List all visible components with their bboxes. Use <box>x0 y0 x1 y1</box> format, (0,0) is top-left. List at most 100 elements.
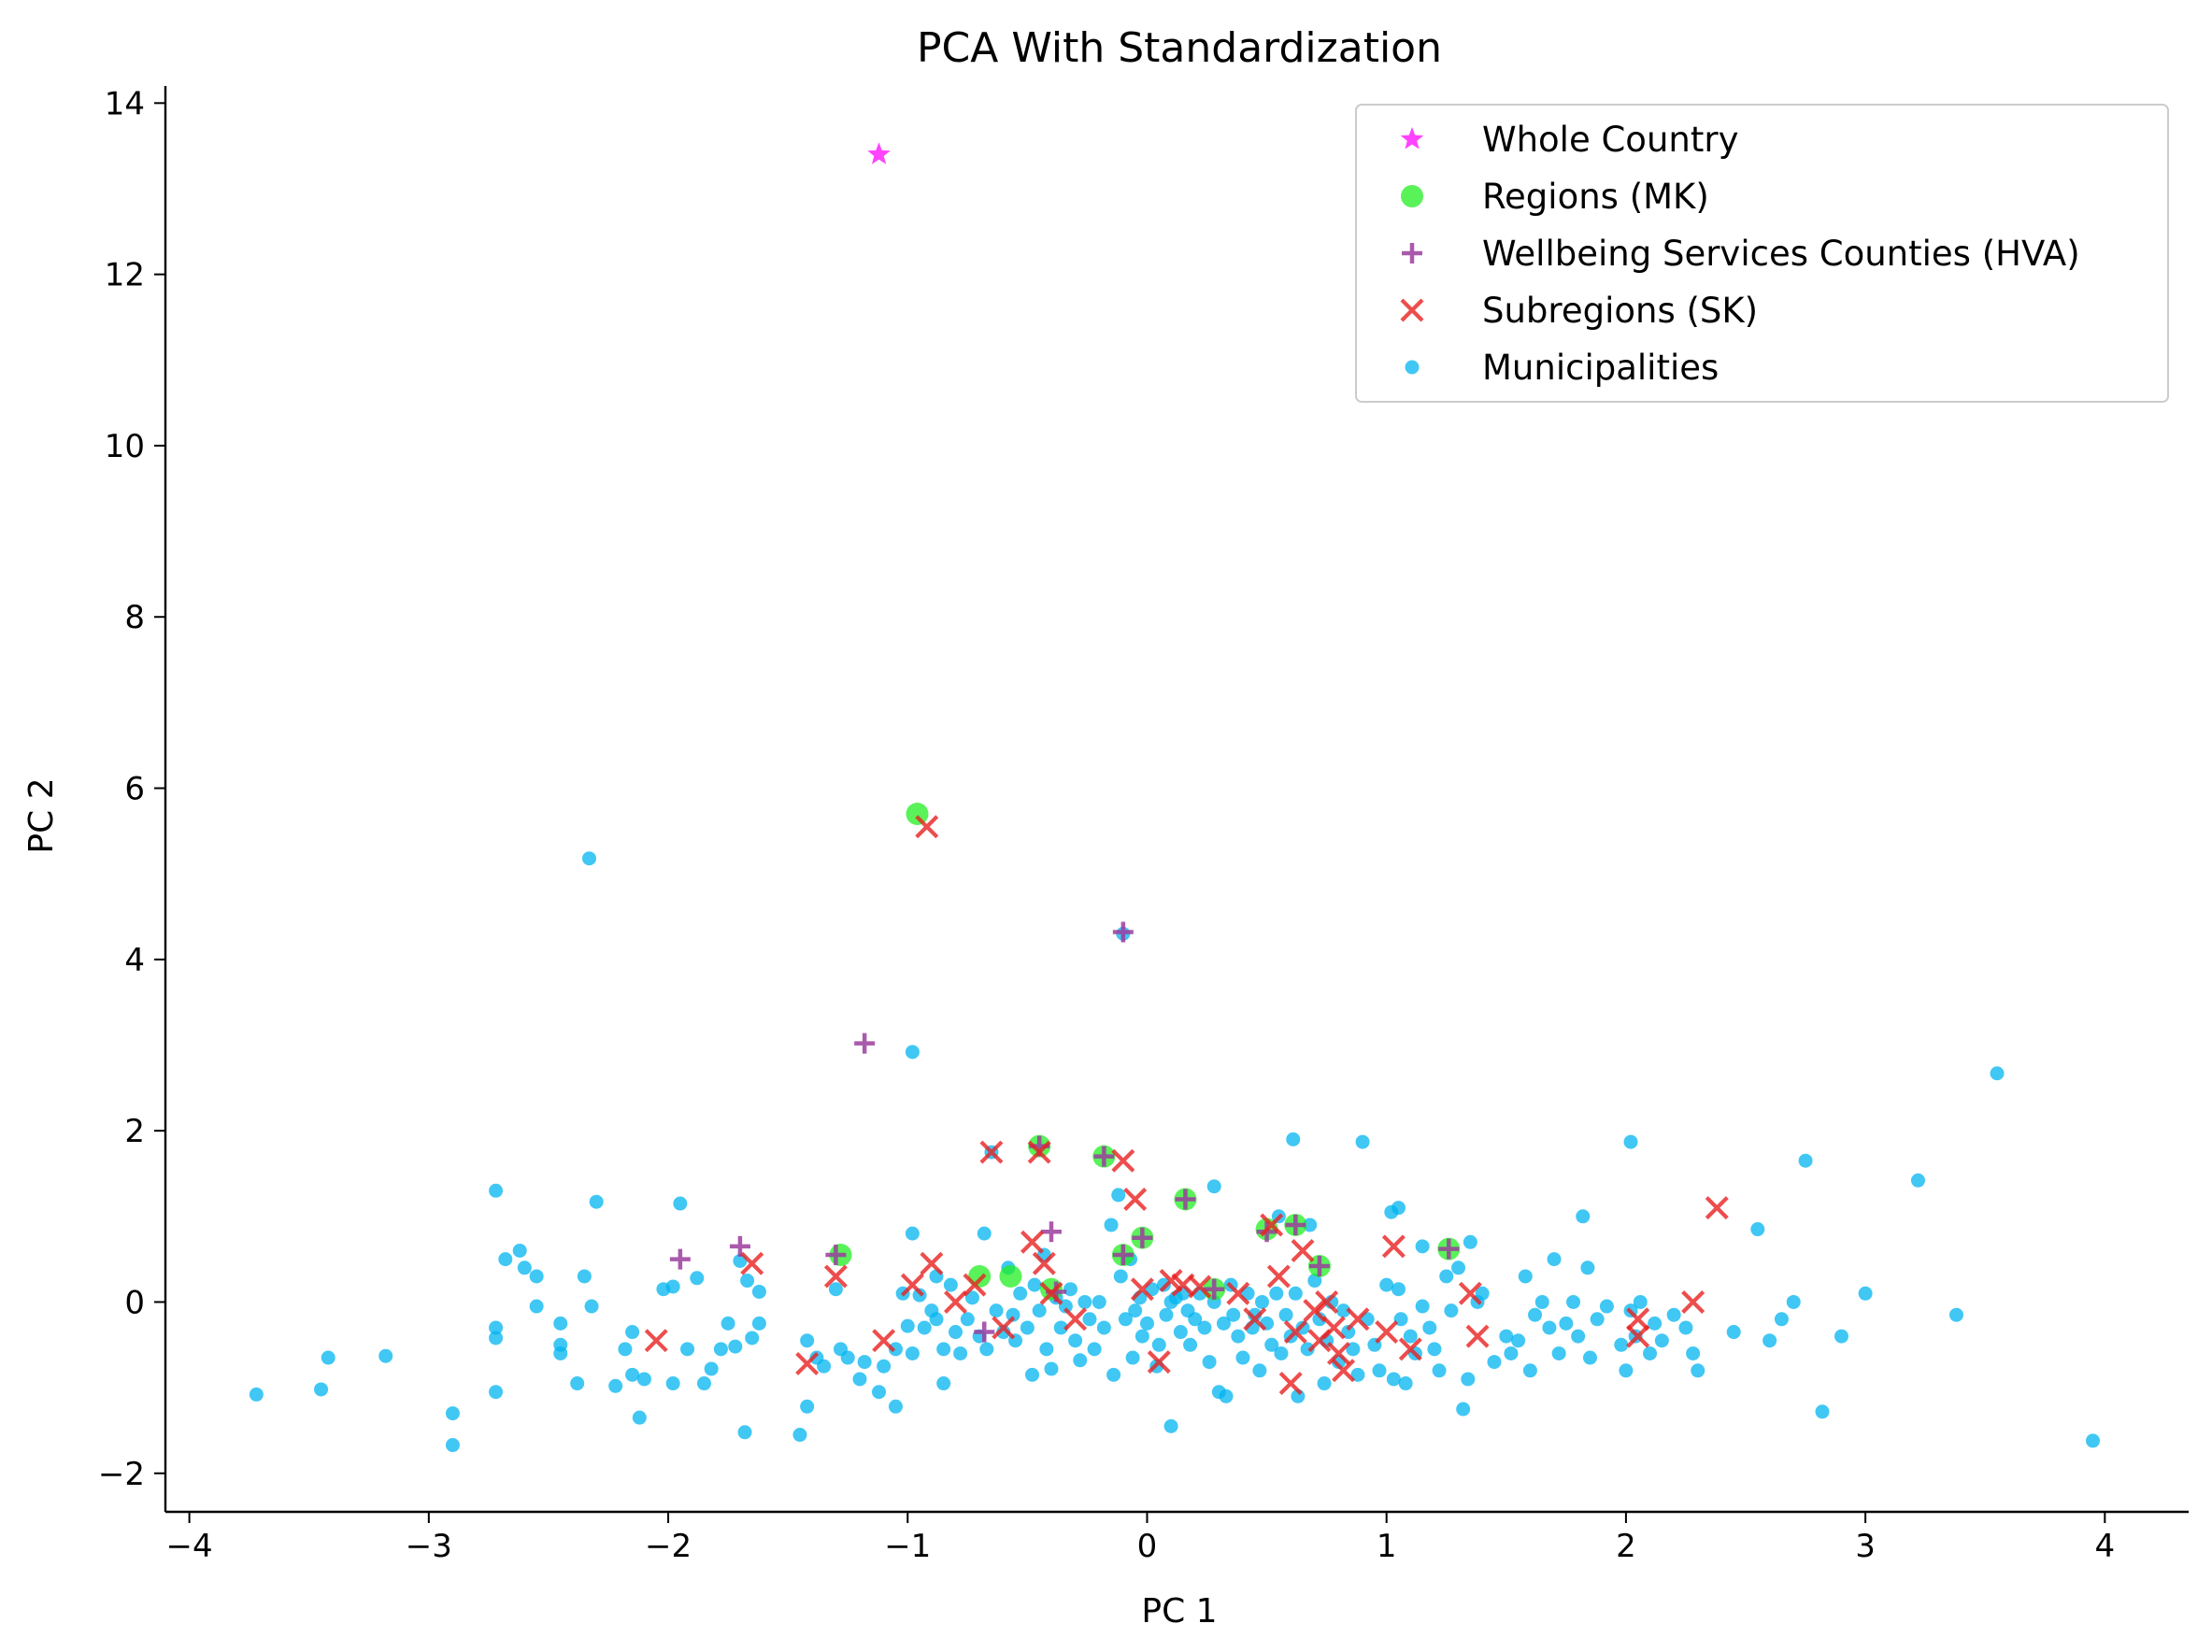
point-municipalities <box>1288 1286 1303 1301</box>
point-municipalities <box>665 1376 680 1391</box>
x-tick-label: −1 <box>884 1528 931 1565</box>
point-municipalities <box>1590 1312 1605 1327</box>
point-municipalities <box>1654 1333 1669 1348</box>
point-municipalities <box>553 1316 568 1331</box>
point-municipalities <box>1053 1320 1068 1335</box>
point-municipalities <box>1391 1201 1406 1216</box>
x-tick-label: −3 <box>406 1528 452 1565</box>
point-municipalities <box>1576 1209 1591 1224</box>
y-tick-label: 0 <box>124 1284 145 1321</box>
point-wellbeing-services-counties-hva <box>1308 1255 1330 1276</box>
point-subregions-sk <box>1705 1196 1729 1220</box>
point-wellbeing-services-counties-hva <box>1112 1245 1134 1266</box>
point-municipalities <box>1006 1307 1020 1322</box>
point-subregions-sk <box>1063 1307 1088 1332</box>
point-municipalities <box>1303 1218 1318 1232</box>
point-subregions-sk <box>1381 1234 1406 1259</box>
point-municipalities <box>570 1376 585 1391</box>
point-municipalities <box>1379 1277 1394 1292</box>
point-municipalities <box>1300 1342 1315 1357</box>
series-regions-mk <box>829 803 1461 1301</box>
point-wellbeing-services-counties-hva <box>669 1248 691 1270</box>
point-municipalities <box>1518 1269 1533 1284</box>
point-municipalities <box>905 1045 920 1060</box>
point-municipalities <box>1648 1316 1663 1331</box>
series-municipalities <box>249 851 2101 1453</box>
point-municipalities <box>1948 1307 1963 1322</box>
y-tick-label: −2 <box>98 1456 145 1493</box>
x-tick-label: 2 <box>1616 1528 1636 1565</box>
point-municipalities <box>852 1372 867 1387</box>
point-municipalities <box>905 1346 920 1360</box>
point-municipalities <box>1910 1173 1925 1188</box>
point-municipalities <box>529 1269 544 1284</box>
point-municipalities <box>1798 1153 1813 1168</box>
legend-entry-municipalities: Municipalities <box>1405 348 1719 388</box>
point-municipalities <box>1231 1329 1246 1344</box>
point-municipalities <box>1188 1312 1203 1327</box>
point-municipalities <box>1226 1307 1241 1322</box>
y-tick-label: 2 <box>124 1113 145 1150</box>
point-subregions-sk <box>1039 1281 1063 1305</box>
point-municipalities <box>636 1372 651 1387</box>
point-subregions-sk <box>795 1351 820 1375</box>
point-municipalities <box>445 1438 460 1453</box>
point-municipalities <box>2086 1433 2101 1448</box>
point-municipalities <box>1398 1376 1413 1391</box>
point-municipalities <box>1582 1350 1597 1365</box>
point-municipalities <box>800 1399 815 1414</box>
legend-frame <box>1355 104 2169 403</box>
x-tick-label: 3 <box>1855 1528 1876 1565</box>
x-tick-label: 0 <box>1137 1528 1158 1565</box>
point-municipalities <box>1571 1329 1586 1344</box>
point-municipalities <box>1551 1346 1566 1360</box>
point-municipalities <box>696 1376 711 1391</box>
point-municipalities <box>489 1385 504 1400</box>
point-municipalities <box>792 1428 807 1443</box>
point-municipalities <box>1666 1307 1681 1322</box>
point-municipalities <box>1350 1367 1365 1382</box>
point-subregions-sk <box>740 1251 764 1275</box>
point-municipalities <box>1044 1361 1059 1376</box>
point-municipalities <box>632 1410 647 1425</box>
point-municipalities <box>751 1316 766 1331</box>
point-municipalities <box>1027 1277 1042 1292</box>
point-regions-mk <box>999 1264 1022 1288</box>
point-municipalities <box>1619 1363 1634 1378</box>
point-municipalities <box>1159 1307 1174 1322</box>
point-municipalities <box>949 1325 963 1340</box>
point-subregions-sk <box>1123 1187 1148 1211</box>
point-municipalities <box>1834 1329 1848 1344</box>
point-municipalities <box>840 1350 855 1365</box>
point-municipalities <box>936 1376 951 1391</box>
point-municipalities <box>1125 1350 1140 1365</box>
point-subregions-sk <box>1626 1324 1650 1348</box>
point-regions-mk <box>906 803 929 826</box>
point-municipalities <box>581 851 596 866</box>
point-municipalities <box>673 1196 688 1211</box>
y-tick-label: 14 <box>105 85 145 122</box>
point-municipalities <box>960 1312 975 1327</box>
point-municipalities <box>1151 1337 1166 1352</box>
point-municipalities <box>1750 1222 1765 1237</box>
legend-marker-whole-country <box>1400 127 1424 150</box>
point-subregions-sk <box>1226 1281 1250 1305</box>
point-municipalities <box>1522 1363 1537 1378</box>
y-tick-label: 4 <box>124 942 145 979</box>
point-municipalities <box>1336 1303 1351 1318</box>
point-wellbeing-services-counties-hva <box>974 1321 995 1343</box>
point-municipalities <box>1528 1307 1543 1322</box>
legend-label-subregions-sk: Subregions (SK) <box>1482 291 1758 331</box>
point-municipalities <box>1580 1260 1595 1275</box>
point-municipalities <box>314 1382 329 1397</box>
point-wellbeing-services-counties-hva <box>1040 1221 1062 1243</box>
point-municipalities <box>1219 1389 1234 1403</box>
point-wellbeing-services-counties-hva <box>729 1235 750 1257</box>
x-axis-label: PC 1 <box>1141 1592 1217 1631</box>
point-subregions-sk <box>1283 1320 1307 1345</box>
point-municipalities <box>1039 1342 1054 1357</box>
legend: Whole Country Regions (MK) Wellbeing Servi… <box>1355 104 2169 403</box>
point-municipalities <box>680 1342 695 1357</box>
point-municipalities <box>1216 1316 1231 1331</box>
